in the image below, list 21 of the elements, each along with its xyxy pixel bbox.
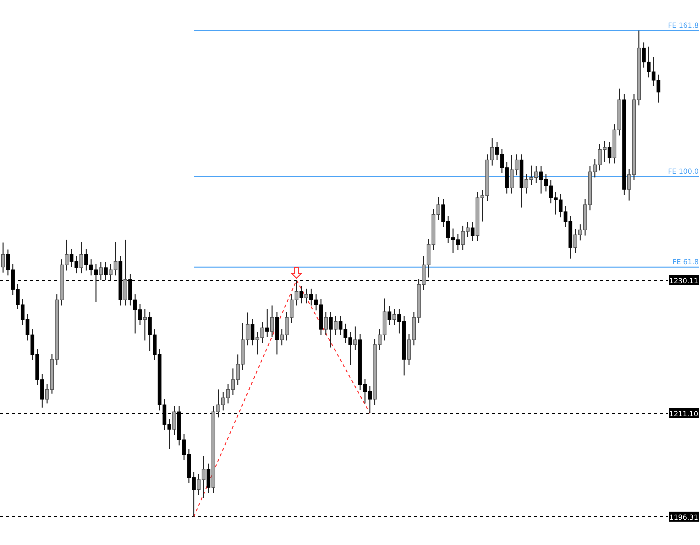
- candlestick: [80, 242, 84, 274]
- candlestick: [392, 308, 396, 326]
- candlestick: [388, 306, 392, 326]
- candlestick: [329, 312, 333, 348]
- candlestick: [172, 406, 176, 436]
- candlestick: [99, 262, 104, 282]
- candlestick: [334, 316, 338, 336]
- candlestick: [354, 326, 358, 352]
- candlestick: [250, 318, 255, 346]
- candlestick: [470, 222, 475, 242]
- candlestick: [270, 305, 274, 338]
- candlestick: [143, 308, 148, 342]
- candlestick: [300, 286, 304, 304]
- candlestick: [124, 239, 128, 306]
- candlestick: [266, 308, 270, 338]
- candlestick: [304, 288, 308, 304]
- candlestick: [275, 312, 280, 356]
- candlestick: [608, 142, 612, 164]
- candlestick: [324, 312, 328, 336]
- candlestick: [206, 463, 211, 494]
- candlestick: [1, 242, 6, 274]
